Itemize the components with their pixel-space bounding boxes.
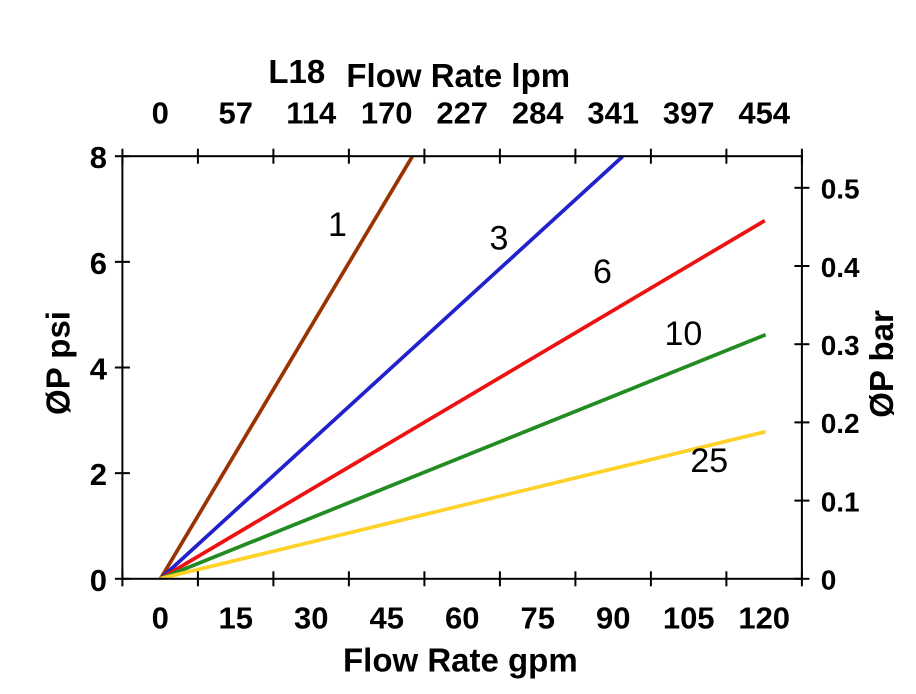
svg-text:227: 227 (436, 95, 488, 130)
svg-text:0.1: 0.1 (821, 487, 860, 518)
svg-text:8: 8 (90, 140, 107, 175)
svg-text:170: 170 (361, 95, 413, 130)
svg-text:6: 6 (90, 246, 107, 281)
svg-text:1: 1 (328, 206, 347, 244)
svg-text:397: 397 (663, 95, 715, 130)
svg-text:45: 45 (369, 600, 403, 635)
svg-text:Flow Rate gpm: Flow Rate gpm (343, 642, 578, 679)
svg-text:L18: L18 (268, 53, 325, 90)
svg-text:0.2: 0.2 (821, 408, 860, 439)
svg-text:0.4: 0.4 (821, 252, 860, 283)
svg-text:284: 284 (512, 95, 564, 130)
svg-text:Flow Rate lpm: Flow Rate lpm (346, 57, 570, 94)
svg-text:30: 30 (294, 600, 328, 635)
svg-text:75: 75 (520, 600, 554, 635)
svg-text:341: 341 (587, 95, 639, 130)
svg-text:114: 114 (286, 95, 337, 130)
svg-text:120: 120 (738, 600, 790, 635)
svg-text:0: 0 (152, 95, 169, 130)
svg-text:2: 2 (90, 457, 107, 492)
svg-text:0.3: 0.3 (821, 330, 860, 361)
svg-text:6: 6 (593, 253, 612, 291)
svg-text:0: 0 (821, 565, 837, 596)
svg-text:4: 4 (90, 352, 108, 387)
svg-text:105: 105 (663, 600, 715, 635)
svg-text:0.5: 0.5 (821, 174, 860, 205)
svg-text:90: 90 (596, 600, 630, 635)
svg-text:60: 60 (445, 600, 479, 635)
svg-text:10: 10 (664, 315, 702, 353)
svg-text:15: 15 (218, 600, 252, 635)
svg-text:0: 0 (152, 600, 169, 635)
svg-text:3: 3 (490, 219, 509, 257)
svg-text:57: 57 (218, 95, 252, 130)
svg-text:454: 454 (738, 95, 790, 130)
svg-text:25: 25 (690, 442, 728, 480)
svg-text:0: 0 (90, 563, 107, 598)
svg-text:ØP bar: ØP bar (863, 310, 900, 418)
svg-text:ØP psi: ØP psi (40, 311, 77, 415)
